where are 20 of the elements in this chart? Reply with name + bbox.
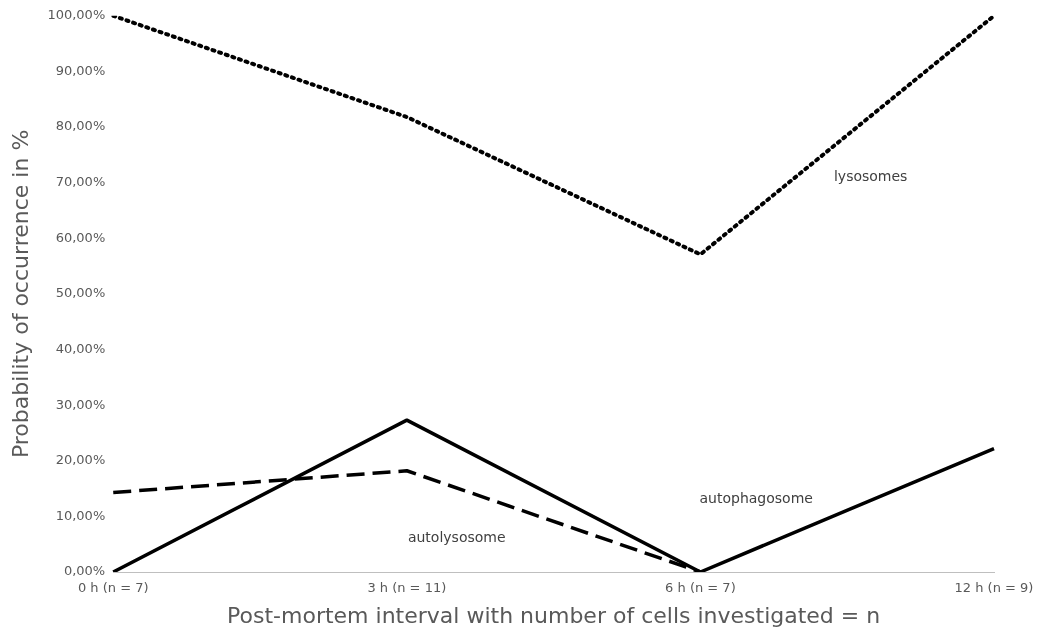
y-tick-label: 90,00% bbox=[55, 62, 106, 78]
x-tick-label: 12 h (n = 9) bbox=[954, 580, 1034, 596]
y-tick-label: 70,00% bbox=[55, 174, 106, 190]
y-tick-label: 100,00% bbox=[47, 7, 106, 23]
x-tick-label: 0 h (n = 7) bbox=[77, 580, 149, 596]
y-tick-label: 40,00% bbox=[55, 340, 106, 356]
y-tick-label: 30,00% bbox=[55, 396, 106, 412]
series-label: lysosomes bbox=[833, 167, 908, 184]
y-tick-label: 0,00% bbox=[63, 563, 106, 579]
y-tick-label: 10,00% bbox=[55, 507, 106, 523]
y-axis-title: Probability of occurrence in % bbox=[7, 129, 33, 459]
y-tick-label: 80,00% bbox=[55, 118, 106, 134]
x-tick-label: 3 h (n = 11) bbox=[367, 580, 447, 596]
y-tick-label: 50,00% bbox=[55, 285, 106, 301]
series-label: autolysosome bbox=[407, 529, 506, 546]
y-tick-label: 60,00% bbox=[55, 229, 106, 245]
x-axis-title: Post-mortem interval with number of cells investigated = n bbox=[227, 602, 881, 628]
series-label: autophagosome bbox=[699, 490, 813, 507]
x-tick-label: 6 h (n = 7) bbox=[665, 580, 736, 596]
y-tick-label: 20,00% bbox=[55, 452, 106, 468]
